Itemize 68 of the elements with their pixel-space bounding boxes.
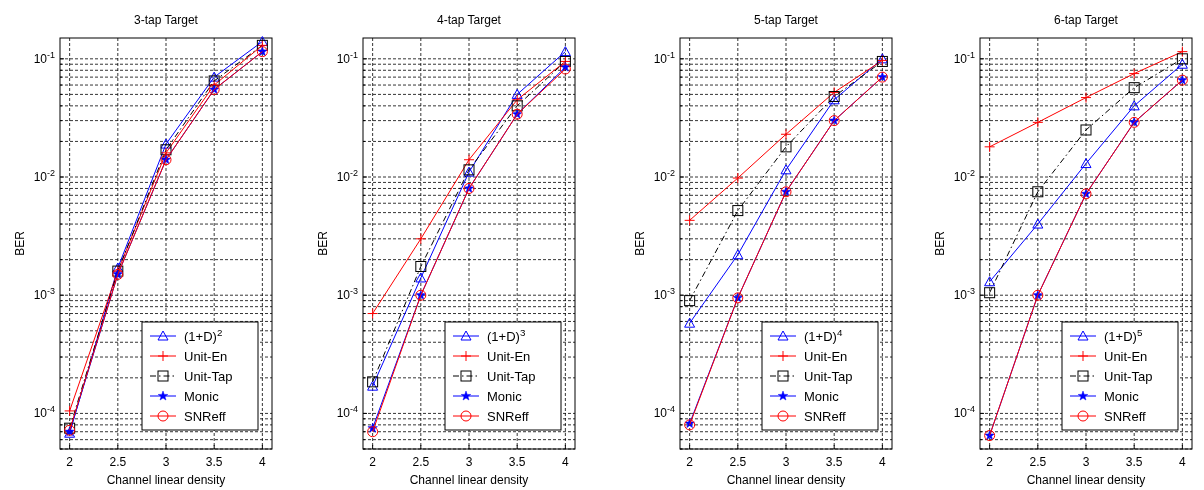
y-tick-label: 10$^{-1}$ bbox=[336, 49, 358, 66]
x-tick-label: 3 bbox=[465, 455, 473, 469]
legend-label: Monic bbox=[184, 389, 220, 404]
y-axis-title: BER bbox=[13, 230, 27, 256]
legend-label: Unit-En bbox=[487, 349, 531, 364]
legend-label: (1+D)$^{4}$ bbox=[804, 326, 843, 344]
x-tick-label: 3.5 bbox=[508, 455, 526, 469]
legend-label: Monic bbox=[1104, 389, 1140, 404]
x-axis-title: Channel linear density bbox=[726, 473, 846, 487]
x-tick-label: 2 bbox=[369, 455, 377, 469]
y-axis-title: BER bbox=[633, 230, 647, 256]
chart-title: 6-tap Target bbox=[1054, 13, 1119, 27]
y-tick-label: 10$^{-4}$ bbox=[653, 404, 675, 421]
chart-title: 4-tap Target bbox=[437, 13, 502, 27]
x-tick-label: 3.5 bbox=[1125, 455, 1143, 469]
legend-label: SNReff bbox=[1104, 409, 1147, 424]
x-tick-label: 2.5 bbox=[412, 455, 430, 469]
y-tick-label: 10$^{-4}$ bbox=[33, 404, 55, 421]
y-tick-label: 10$^{-1}$ bbox=[653, 49, 675, 66]
legend-label: Monic bbox=[487, 389, 523, 404]
legend-label: Unit-En bbox=[184, 349, 228, 364]
y-tick-label: 10$^{-3}$ bbox=[653, 286, 675, 303]
y-axis-title: BER bbox=[933, 230, 947, 256]
legend-label: Unit-En bbox=[1104, 349, 1148, 364]
legend-label: Unit-Tap bbox=[184, 369, 233, 384]
x-tick-label: 2.5 bbox=[109, 455, 127, 469]
x-tick-label: 2 bbox=[986, 455, 994, 469]
x-tick-label: 2 bbox=[66, 455, 74, 469]
legend-label: SNReff bbox=[487, 409, 530, 424]
x-tick-label: 3.5 bbox=[825, 455, 843, 469]
legend-label: SNReff bbox=[804, 409, 847, 424]
y-tick-label: 10$^{-2}$ bbox=[953, 168, 975, 185]
x-tick-label: 3 bbox=[782, 455, 790, 469]
y-axis-title: BER bbox=[316, 230, 330, 256]
y-tick-label: 10$^{-3}$ bbox=[336, 286, 358, 303]
x-tick-label: 4 bbox=[259, 455, 267, 469]
y-tick-label: 10$^{-2}$ bbox=[336, 168, 358, 185]
x-tick-label: 3 bbox=[1082, 455, 1090, 469]
y-tick-label: 10$^{-1}$ bbox=[33, 49, 55, 66]
legend-label: (1+D)$^{2}$ bbox=[184, 326, 223, 344]
chart-title: 5-tap Target bbox=[754, 13, 819, 27]
x-tick-label: 3.5 bbox=[205, 455, 223, 469]
y-tick-label: 10$^{-3}$ bbox=[33, 286, 55, 303]
legend-label: (1+D)$^{5}$ bbox=[1104, 326, 1143, 344]
y-tick-label: 10$^{-4}$ bbox=[953, 404, 975, 421]
legend-label: (1+D)$^{3}$ bbox=[487, 326, 526, 344]
legend-label: Unit-Tap bbox=[487, 369, 536, 384]
x-tick-label: 2 bbox=[686, 455, 694, 469]
legend-label: SNReff bbox=[184, 409, 227, 424]
x-tick-label: 2.5 bbox=[729, 455, 747, 469]
y-tick-label: 10$^{-1}$ bbox=[953, 49, 975, 66]
legend-label: Unit-En bbox=[804, 349, 848, 364]
chart-title: 3-tap Target bbox=[134, 13, 199, 27]
x-tick-label: 4 bbox=[879, 455, 887, 469]
y-tick-label: 10$^{-4}$ bbox=[336, 404, 358, 421]
y-tick-label: 10$^{-3}$ bbox=[953, 286, 975, 303]
x-tick-label: 3 bbox=[162, 455, 170, 469]
legend-label: Unit-Tap bbox=[804, 369, 853, 384]
x-axis-title: Channel linear density bbox=[1026, 473, 1146, 487]
x-tick-label: 2.5 bbox=[1029, 455, 1047, 469]
x-axis-title: Channel linear density bbox=[106, 473, 226, 487]
y-tick-label: 10$^{-2}$ bbox=[653, 168, 675, 185]
legend-label: Unit-Tap bbox=[1104, 369, 1153, 384]
x-axis-title: Channel linear density bbox=[409, 473, 529, 487]
x-tick-label: 4 bbox=[562, 455, 570, 469]
legend-label: Monic bbox=[804, 389, 840, 404]
y-tick-label: 10$^{-2}$ bbox=[33, 168, 55, 185]
x-tick-label: 4 bbox=[1179, 455, 1187, 469]
